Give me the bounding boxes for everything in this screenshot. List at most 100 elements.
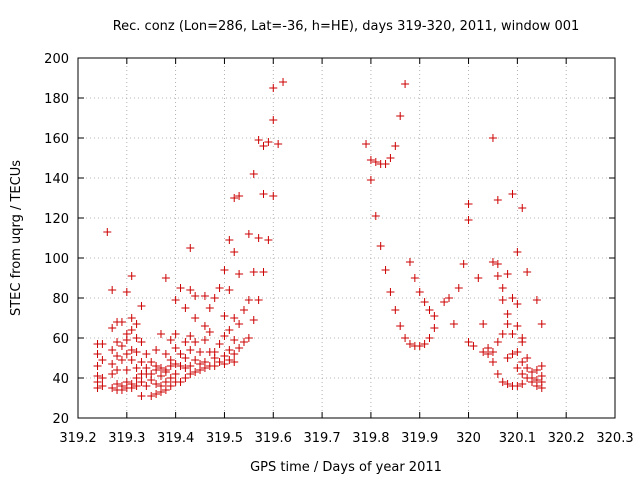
data-point xyxy=(200,336,209,344)
data-point xyxy=(191,292,200,300)
data-point xyxy=(215,284,224,292)
data-point xyxy=(239,338,248,346)
data-point xyxy=(230,350,239,358)
data-point xyxy=(479,348,488,356)
data-point xyxy=(98,374,107,382)
data-point xyxy=(508,330,517,338)
data-point xyxy=(493,196,502,204)
data-point xyxy=(132,348,141,356)
x-tick-label: 319.2 xyxy=(59,431,96,446)
data-point xyxy=(181,374,190,382)
data-point xyxy=(523,364,532,372)
x-axis-label: GPS time / Days of year 2011 xyxy=(250,460,442,475)
data-point xyxy=(508,190,517,198)
x-tick-label: 319.8 xyxy=(352,431,389,446)
data-point xyxy=(142,382,151,390)
data-point xyxy=(137,302,146,310)
data-point xyxy=(464,216,473,224)
data-point xyxy=(200,292,209,300)
data-point xyxy=(498,330,507,338)
data-point xyxy=(93,362,102,370)
data-point xyxy=(171,296,180,304)
data-point xyxy=(147,370,156,378)
data-point xyxy=(127,380,136,388)
data-point xyxy=(108,384,117,392)
data-point xyxy=(513,364,522,372)
data-point xyxy=(220,352,229,360)
data-point xyxy=(269,192,278,200)
data-point xyxy=(220,312,229,320)
data-point xyxy=(259,190,268,198)
data-point xyxy=(200,322,209,330)
data-point xyxy=(127,272,136,280)
data-point xyxy=(142,350,151,358)
data-point xyxy=(430,312,439,320)
data-point xyxy=(108,324,117,332)
data-point xyxy=(503,320,512,328)
data-point xyxy=(161,386,170,394)
data-point xyxy=(386,288,395,296)
data-point xyxy=(254,136,263,144)
data-point xyxy=(108,370,117,378)
data-point xyxy=(117,342,126,350)
y-tick-label: 160 xyxy=(44,132,69,147)
data-point xyxy=(127,314,136,322)
data-point xyxy=(249,170,258,178)
data-point xyxy=(386,154,395,162)
data-point xyxy=(225,326,234,334)
data-point xyxy=(161,378,170,386)
data-point xyxy=(425,334,434,342)
data-point xyxy=(113,380,122,388)
data-point xyxy=(401,334,410,342)
data-point xyxy=(493,370,502,378)
data-point xyxy=(147,392,156,400)
data-point xyxy=(391,142,400,150)
data-point xyxy=(503,354,512,362)
data-point xyxy=(191,368,200,376)
plot-frame xyxy=(77,57,616,419)
data-point xyxy=(137,338,146,346)
data-point xyxy=(108,346,117,354)
data-point xyxy=(469,342,478,350)
data-point xyxy=(415,342,424,350)
data-point xyxy=(513,248,522,256)
data-point xyxy=(171,330,180,338)
data-point xyxy=(152,362,161,370)
data-point xyxy=(181,364,190,372)
data-point xyxy=(132,364,141,372)
x-tick-label: 319.7 xyxy=(303,431,340,446)
data-point xyxy=(186,332,195,340)
data-point xyxy=(137,378,146,386)
data-point xyxy=(215,340,224,348)
data-point xyxy=(132,382,141,390)
data-point xyxy=(244,230,253,238)
data-point xyxy=(142,364,151,372)
data-point xyxy=(449,320,458,328)
data-point xyxy=(161,274,170,282)
data-point xyxy=(532,366,541,374)
data-point xyxy=(235,192,244,200)
data-point xyxy=(122,330,131,338)
data-point xyxy=(117,356,126,364)
data-point xyxy=(230,336,239,344)
data-point xyxy=(259,142,268,150)
data-point xyxy=(493,338,502,346)
data-point xyxy=(210,294,219,302)
data-point xyxy=(244,334,253,342)
data-point xyxy=(166,374,175,382)
data-point xyxy=(537,320,546,328)
data-point xyxy=(191,356,200,364)
data-point xyxy=(156,382,165,390)
data-point xyxy=(376,242,385,250)
data-point xyxy=(103,228,112,236)
data-point xyxy=(410,274,419,282)
data-point xyxy=(137,392,146,400)
data-point xyxy=(493,272,502,280)
data-point xyxy=(362,140,371,148)
data-point xyxy=(381,266,390,274)
data-point xyxy=(113,366,122,374)
data-point xyxy=(415,288,424,296)
data-point xyxy=(191,314,200,322)
data-point xyxy=(200,358,209,366)
data-point xyxy=(488,348,497,356)
